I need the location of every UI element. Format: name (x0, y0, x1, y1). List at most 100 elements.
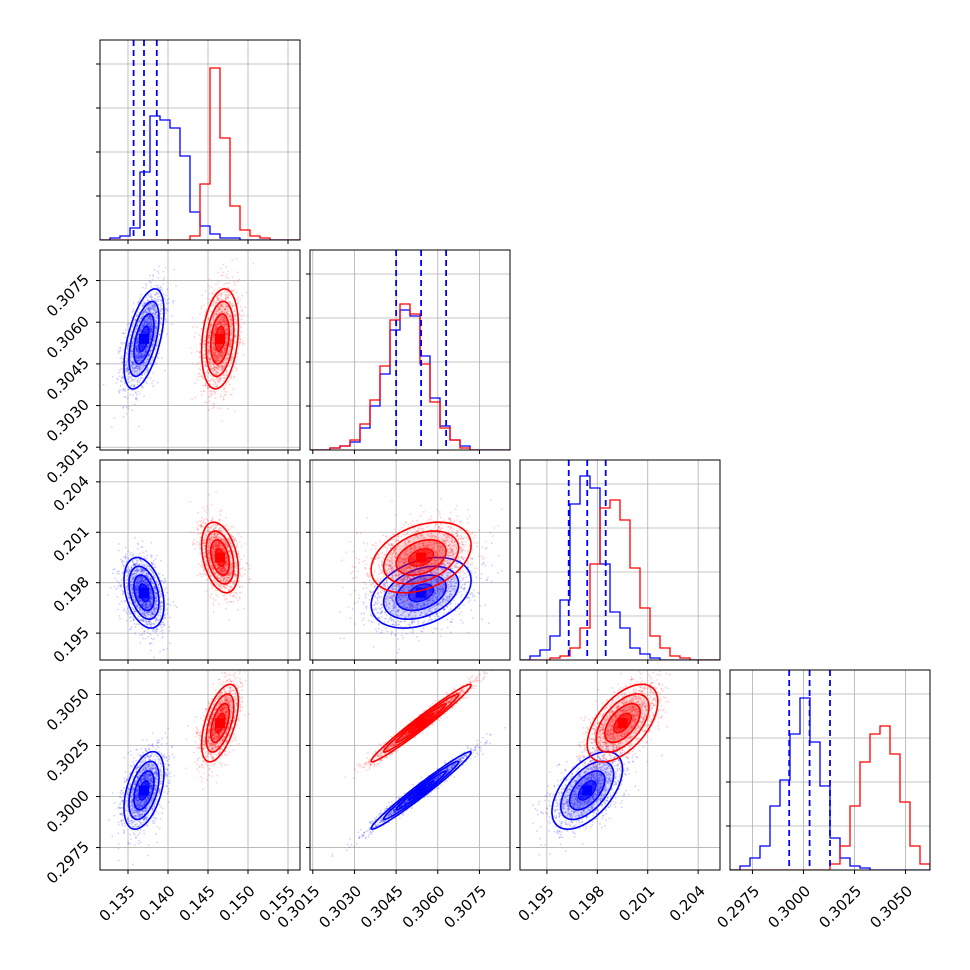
sample-point (161, 307, 164, 310)
sample-point (138, 599, 140, 601)
sample-point (141, 355, 144, 358)
sample-point (226, 330, 229, 333)
sample-point (136, 314, 138, 317)
sample-point (142, 620, 145, 622)
sample-point (143, 321, 146, 324)
sample-point (203, 343, 206, 345)
sample-point (146, 366, 149, 369)
sample-point (216, 324, 219, 326)
sample-point (137, 351, 140, 354)
sample-point (150, 303, 152, 305)
sample-point (223, 317, 226, 319)
sample-point (134, 585, 137, 588)
sample-point (136, 379, 139, 382)
sample-point (147, 306, 150, 309)
sample-point (139, 329, 142, 332)
sample-point (146, 631, 149, 634)
sample-point (146, 603, 149, 606)
sample-point (236, 298, 239, 301)
sample-point (216, 359, 219, 362)
sample-point (168, 626, 171, 628)
sample-point (214, 348, 217, 351)
sample-point (153, 363, 156, 365)
sample-point (145, 602, 147, 605)
sample-point (209, 358, 212, 361)
sample-point (135, 364, 138, 367)
sample-point (135, 364, 138, 367)
sample-point (132, 363, 134, 365)
sample-point (137, 350, 140, 352)
sample-point (219, 324, 222, 327)
sample-point (230, 339, 233, 342)
sample-point (147, 607, 150, 609)
sample-point (134, 602, 137, 605)
sample-point (208, 334, 210, 337)
sample-point (226, 324, 229, 327)
sample-point (166, 309, 168, 312)
sample-point (159, 615, 162, 617)
sample-point (158, 573, 161, 575)
sample-point (203, 342, 206, 345)
sample-point (127, 344, 129, 346)
sample-point (152, 613, 155, 616)
sample-point (142, 611, 145, 614)
sample-point (145, 606, 148, 609)
sample-point (129, 333, 132, 336)
sample-point (143, 580, 146, 582)
sample-point (144, 318, 146, 321)
sample-point (143, 361, 146, 364)
sample-point (143, 302, 146, 304)
sample-point (209, 325, 212, 328)
sample-point (133, 361, 136, 364)
sample-point (127, 369, 130, 371)
sample-point (141, 315, 143, 318)
sample-point (134, 370, 137, 373)
sample-point (133, 610, 136, 613)
sample-point (136, 588, 139, 591)
sample-point (231, 328, 233, 330)
sample-point (150, 330, 153, 333)
sample-point (239, 306, 242, 308)
sample-point (146, 369, 148, 372)
sample-point (132, 337, 135, 339)
sample-point (217, 357, 220, 359)
sample-point (140, 600, 143, 603)
sample-point (216, 308, 219, 311)
sample-point (231, 393, 233, 396)
sample-point (137, 303, 139, 305)
sample-point (124, 555, 127, 558)
sample-point (154, 347, 157, 350)
sample-point (146, 308, 149, 311)
sample-point (217, 299, 220, 301)
sample-point (165, 294, 168, 297)
sample-point (137, 597, 140, 600)
sample-point (129, 553, 132, 556)
sample-point (134, 397, 137, 400)
sample-point (217, 357, 219, 359)
sample-point (133, 563, 136, 566)
sample-point (237, 344, 240, 347)
sample-point (221, 304, 224, 306)
sample-point (138, 355, 141, 358)
sample-point (133, 371, 136, 374)
sample-point (140, 359, 142, 362)
sample-point (223, 320, 225, 323)
sample-point (142, 362, 145, 365)
sample-point (143, 611, 146, 613)
sample-point (125, 586, 128, 589)
sample-point (212, 369, 215, 372)
sample-point (205, 511, 208, 514)
sample-point (216, 359, 219, 362)
sample-point (218, 299, 221, 302)
sample-point (140, 579, 143, 581)
sample-point (216, 356, 218, 359)
sample-point (208, 357, 210, 360)
sample-point (153, 339, 156, 342)
sample-point (117, 570, 120, 573)
sample-point (230, 322, 233, 325)
sample-point (138, 320, 141, 323)
sample-point (150, 602, 153, 605)
sample-point (140, 578, 142, 581)
sample-point (223, 349, 226, 352)
sample-point (219, 317, 222, 320)
